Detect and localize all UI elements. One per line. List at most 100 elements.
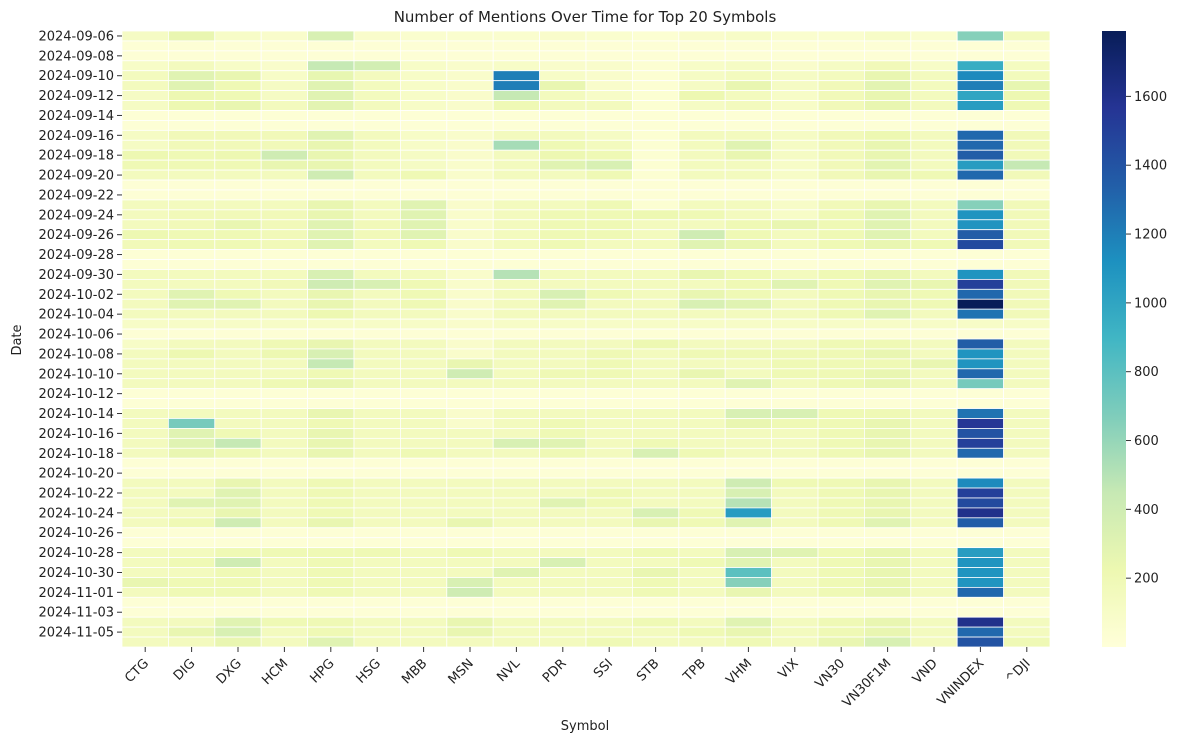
heatmap-cell	[632, 586, 680, 598]
heatmap-cell	[260, 467, 309, 479]
heatmap-cell	[307, 278, 355, 290]
heatmap-cell	[167, 149, 216, 161]
heatmap-cell	[214, 209, 262, 221]
heatmap-cell	[399, 368, 448, 380]
heatmap-cell	[678, 616, 726, 628]
heatmap-cell	[771, 547, 819, 558]
heatmap-cell	[678, 348, 726, 360]
heatmap-cell	[585, 507, 633, 519]
heatmap-cell	[492, 269, 541, 280]
heatmap-cell	[167, 467, 216, 479]
heatmap-cell	[724, 606, 773, 618]
heatmap-cell	[167, 577, 216, 588]
heatmap-cell	[214, 219, 262, 231]
heatmap-cell	[399, 298, 448, 310]
heatmap-cell	[1003, 209, 1051, 221]
heatmap-cell	[585, 368, 633, 380]
heatmap-cell	[817, 239, 865, 250]
heatmap-cell	[864, 606, 912, 618]
heatmap-cell	[353, 447, 401, 459]
y-tick-label: 2024-09-08	[38, 49, 114, 64]
heatmap-cell	[817, 30, 865, 42]
heatmap-cell	[771, 437, 819, 449]
heatmap-cell	[539, 239, 587, 250]
heatmap-cell	[399, 477, 448, 489]
heatmap-cell	[585, 398, 633, 409]
heatmap-cell	[678, 278, 726, 290]
heatmap-cell	[817, 388, 865, 400]
y-tick-label: 2024-09-30	[38, 268, 114, 283]
heatmap-cell	[817, 487, 865, 499]
heatmap-cell	[817, 517, 865, 529]
heatmap-cell	[539, 189, 587, 201]
heatmap-cell	[446, 229, 494, 241]
heatmap-cell	[1003, 606, 1051, 618]
heatmap-cell	[121, 398, 169, 409]
heatmap-cell	[214, 149, 262, 161]
heatmap-cell	[632, 80, 680, 92]
heatmap-cell	[817, 179, 865, 191]
heatmap-cell	[260, 348, 309, 360]
heatmap-cell	[1003, 30, 1051, 42]
heatmap-cell	[492, 219, 541, 231]
heatmap-cell	[214, 467, 262, 479]
heatmap-cell	[817, 308, 865, 320]
heatmap-cell	[910, 567, 958, 578]
heatmap-cell	[956, 537, 1005, 549]
heatmap-cell	[956, 120, 1005, 131]
heatmap-cell	[864, 129, 912, 141]
heatmap-cell	[632, 358, 680, 370]
heatmap-cell	[307, 487, 355, 499]
heatmap-cell	[121, 70, 169, 82]
heatmap-cell	[910, 507, 958, 519]
heatmap-cell	[307, 408, 355, 419]
heatmap-cell	[539, 557, 587, 568]
heatmap-cell	[353, 636, 401, 648]
heatmap-cell	[492, 179, 541, 191]
heatmap-cell	[399, 577, 448, 588]
heatmap-cell	[1003, 80, 1051, 92]
heatmap-cell	[399, 30, 448, 42]
heatmap-cell	[492, 358, 541, 370]
heatmap-cell	[539, 606, 587, 618]
heatmap-cell	[214, 159, 262, 171]
heatmap-cell	[1003, 100, 1051, 111]
heatmap-cell	[771, 507, 819, 519]
heatmap-cell	[585, 229, 633, 241]
heatmap-cell	[260, 40, 309, 52]
heatmap-cell	[724, 229, 773, 241]
heatmap-cell	[956, 447, 1005, 459]
heatmap-cell	[446, 239, 494, 250]
x-tick-label: MBB	[399, 656, 430, 687]
heatmap-cell	[492, 318, 541, 330]
heatmap-cell	[910, 517, 958, 529]
heatmap-cell	[678, 388, 726, 400]
heatmap-cell	[167, 477, 216, 489]
heatmap-cell	[632, 219, 680, 231]
heatmap-cell	[817, 139, 865, 151]
heatmap-cell	[1003, 457, 1051, 469]
heatmap-cell	[214, 328, 262, 340]
x-tick-label: NVL	[494, 656, 523, 685]
heatmap-cell	[678, 428, 726, 439]
heatmap-cell	[724, 40, 773, 52]
heatmap-cell	[353, 418, 401, 429]
heatmap-cell	[724, 577, 773, 588]
heatmap-cell	[260, 120, 309, 131]
heatmap-cell	[817, 259, 865, 270]
heatmap-cell	[956, 308, 1005, 320]
heatmap-cell	[910, 328, 958, 340]
heatmap-cell	[121, 408, 169, 419]
heatmap-cell	[585, 467, 633, 479]
heatmap-cell	[446, 348, 494, 360]
heatmap-cell	[1003, 70, 1051, 82]
heatmap-cell	[771, 30, 819, 42]
heatmap-cell	[771, 159, 819, 171]
heatmap-cell	[214, 80, 262, 92]
heatmap-cell	[260, 626, 309, 638]
heatmap-cell	[956, 388, 1005, 400]
heatmap-cell	[307, 586, 355, 598]
heatmap-cell	[539, 278, 587, 290]
heatmap-cell	[307, 626, 355, 638]
heatmap-cell	[1003, 487, 1051, 499]
